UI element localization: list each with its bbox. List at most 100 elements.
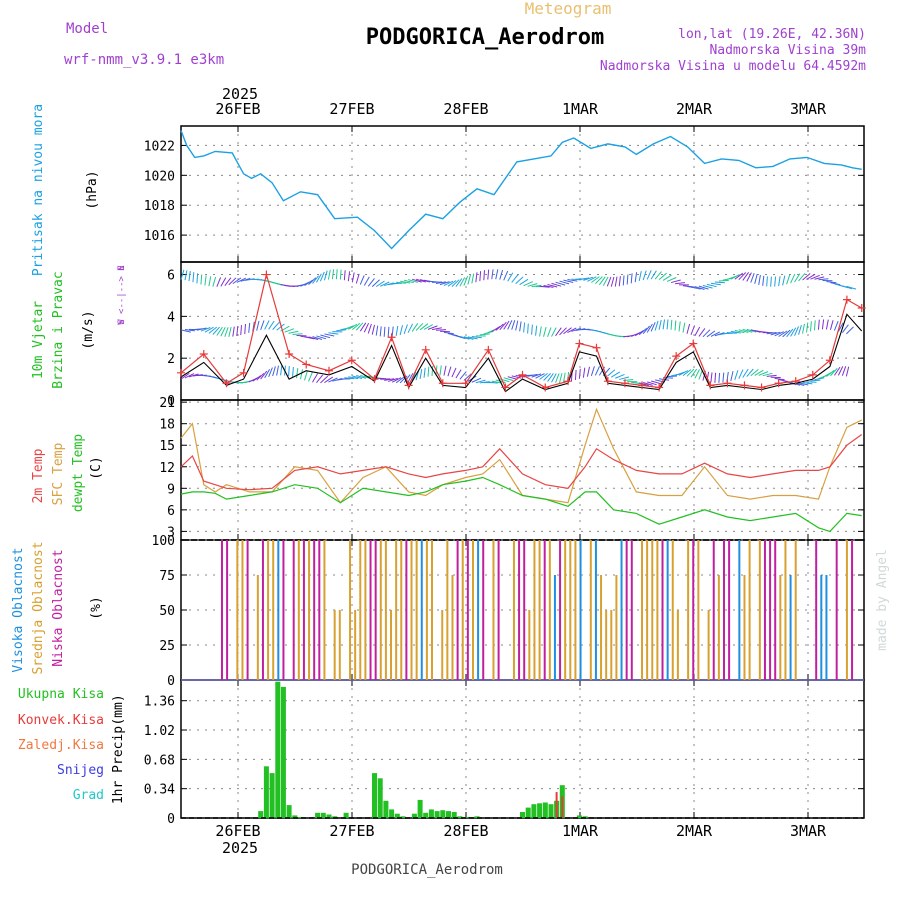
wind-barb [444,366,446,376]
wind-barb [404,325,407,334]
wind-barb [755,274,757,284]
wind-barb [846,367,848,377]
wind-ylabel-1: 10m Vjetar [31,301,46,379]
wind-barb [715,373,716,383]
wind-barb [189,271,190,281]
wind-barb [245,324,246,334]
wind-barb [193,272,194,282]
cloud-mid-ylabel: Srednja Oblacnost [31,541,46,674]
wind-barb [201,275,202,285]
wind-barb [719,373,720,383]
wind-barb [324,334,334,336]
wind-barb [822,319,823,329]
wind-barb [583,368,584,378]
ytick-label: 1.36 [144,695,175,710]
wind-barb [293,367,294,377]
wind-barb [771,277,772,287]
top-time-label: 2MAR [676,100,713,118]
station-title: PODGORICA_Aerodrom [366,25,604,50]
wind-barb [540,327,542,337]
ytick-label: 75 [159,569,175,584]
top-time-label: 1MAR [562,100,599,118]
precip-bar [418,800,423,818]
wind-barb [392,327,393,337]
top-time-label: 28FEB [443,100,488,118]
wind-barb [360,275,364,284]
wind-speed-marker [240,369,248,377]
wind-barb [380,326,381,336]
wind-ylabel-2: Brzina i Pravac [51,271,66,388]
precip-legend-total: Ukupna Kisa [18,687,104,702]
wind-barb [591,366,594,376]
precip-bar [440,810,445,818]
ytick-label: 15 [159,439,175,454]
elevation-label: Nadmorska Visina 39m [709,43,866,58]
dewpt-ylabel: dewpt Temp [71,434,86,512]
precip-bar [543,803,548,819]
wind-barb [233,327,235,337]
ytick-label: 25 [159,639,175,654]
precip-bar [531,804,536,818]
precip-bar [264,766,269,818]
wind-barb [289,331,299,333]
top-time-label: 26FEB [215,100,260,118]
wind-barb [711,372,712,382]
wind-barb [281,365,282,375]
ytick-label: 100 [152,534,175,549]
wind-barb [289,366,290,376]
ytick-label: 6 [167,504,175,519]
wind-barb [671,320,672,330]
precip-bar [275,682,280,818]
wind-barb [631,273,632,283]
compass-we: W <--|--> E [117,265,127,325]
wind-barb [759,275,761,285]
wind-barb [340,270,341,280]
ytick-label: 4 [167,310,175,325]
precip-legend-hail: Grad [73,788,104,803]
wind-speed-marker [592,344,600,352]
wind-barb [559,373,562,383]
bottom-time-label: 3MAR [790,822,827,840]
wind-barb [504,271,508,280]
panel-frame [181,126,864,262]
wind-speed-marker [302,360,310,368]
wind-barb [615,277,617,287]
compass-south: S [117,319,127,324]
wind-speed-marker [501,383,509,391]
wind-barb [524,322,525,332]
ytick-label: 21 [159,396,175,411]
precip-conv-bar [556,792,558,818]
wind-barb [420,369,422,379]
wind-speed-marker [484,346,492,354]
wind-barb [679,322,680,332]
ytick-label: 50 [159,604,175,619]
wind-barb [683,323,685,333]
precip-bar [287,805,292,818]
wind-barb [667,319,668,329]
precip-bar [520,812,525,818]
wind-barb [659,320,661,330]
wind-barb [735,370,738,380]
wind-barb [468,275,471,285]
precip-bar [429,809,434,818]
wind-barb [779,276,780,286]
wind-barb [249,323,250,333]
wind-barb [783,276,785,286]
ytick-label: 1022 [144,139,175,154]
wind-barb [667,278,676,282]
wind-speed-marker [285,350,293,358]
precip-bar [383,801,388,818]
wind-barb [308,372,312,381]
wind-barb [388,327,389,337]
wind-barb [639,271,641,281]
wind-barb [699,370,702,379]
cloud-low-ylabel: Niska Oblacnost [51,549,66,666]
bottom-time-label: 28FEB [443,822,488,840]
wind-speed-marker [575,340,583,348]
wind-barb [846,327,853,334]
precip-bar [537,803,542,818]
ytick-label: 1020 [144,169,175,184]
model-label: Model [66,21,108,37]
